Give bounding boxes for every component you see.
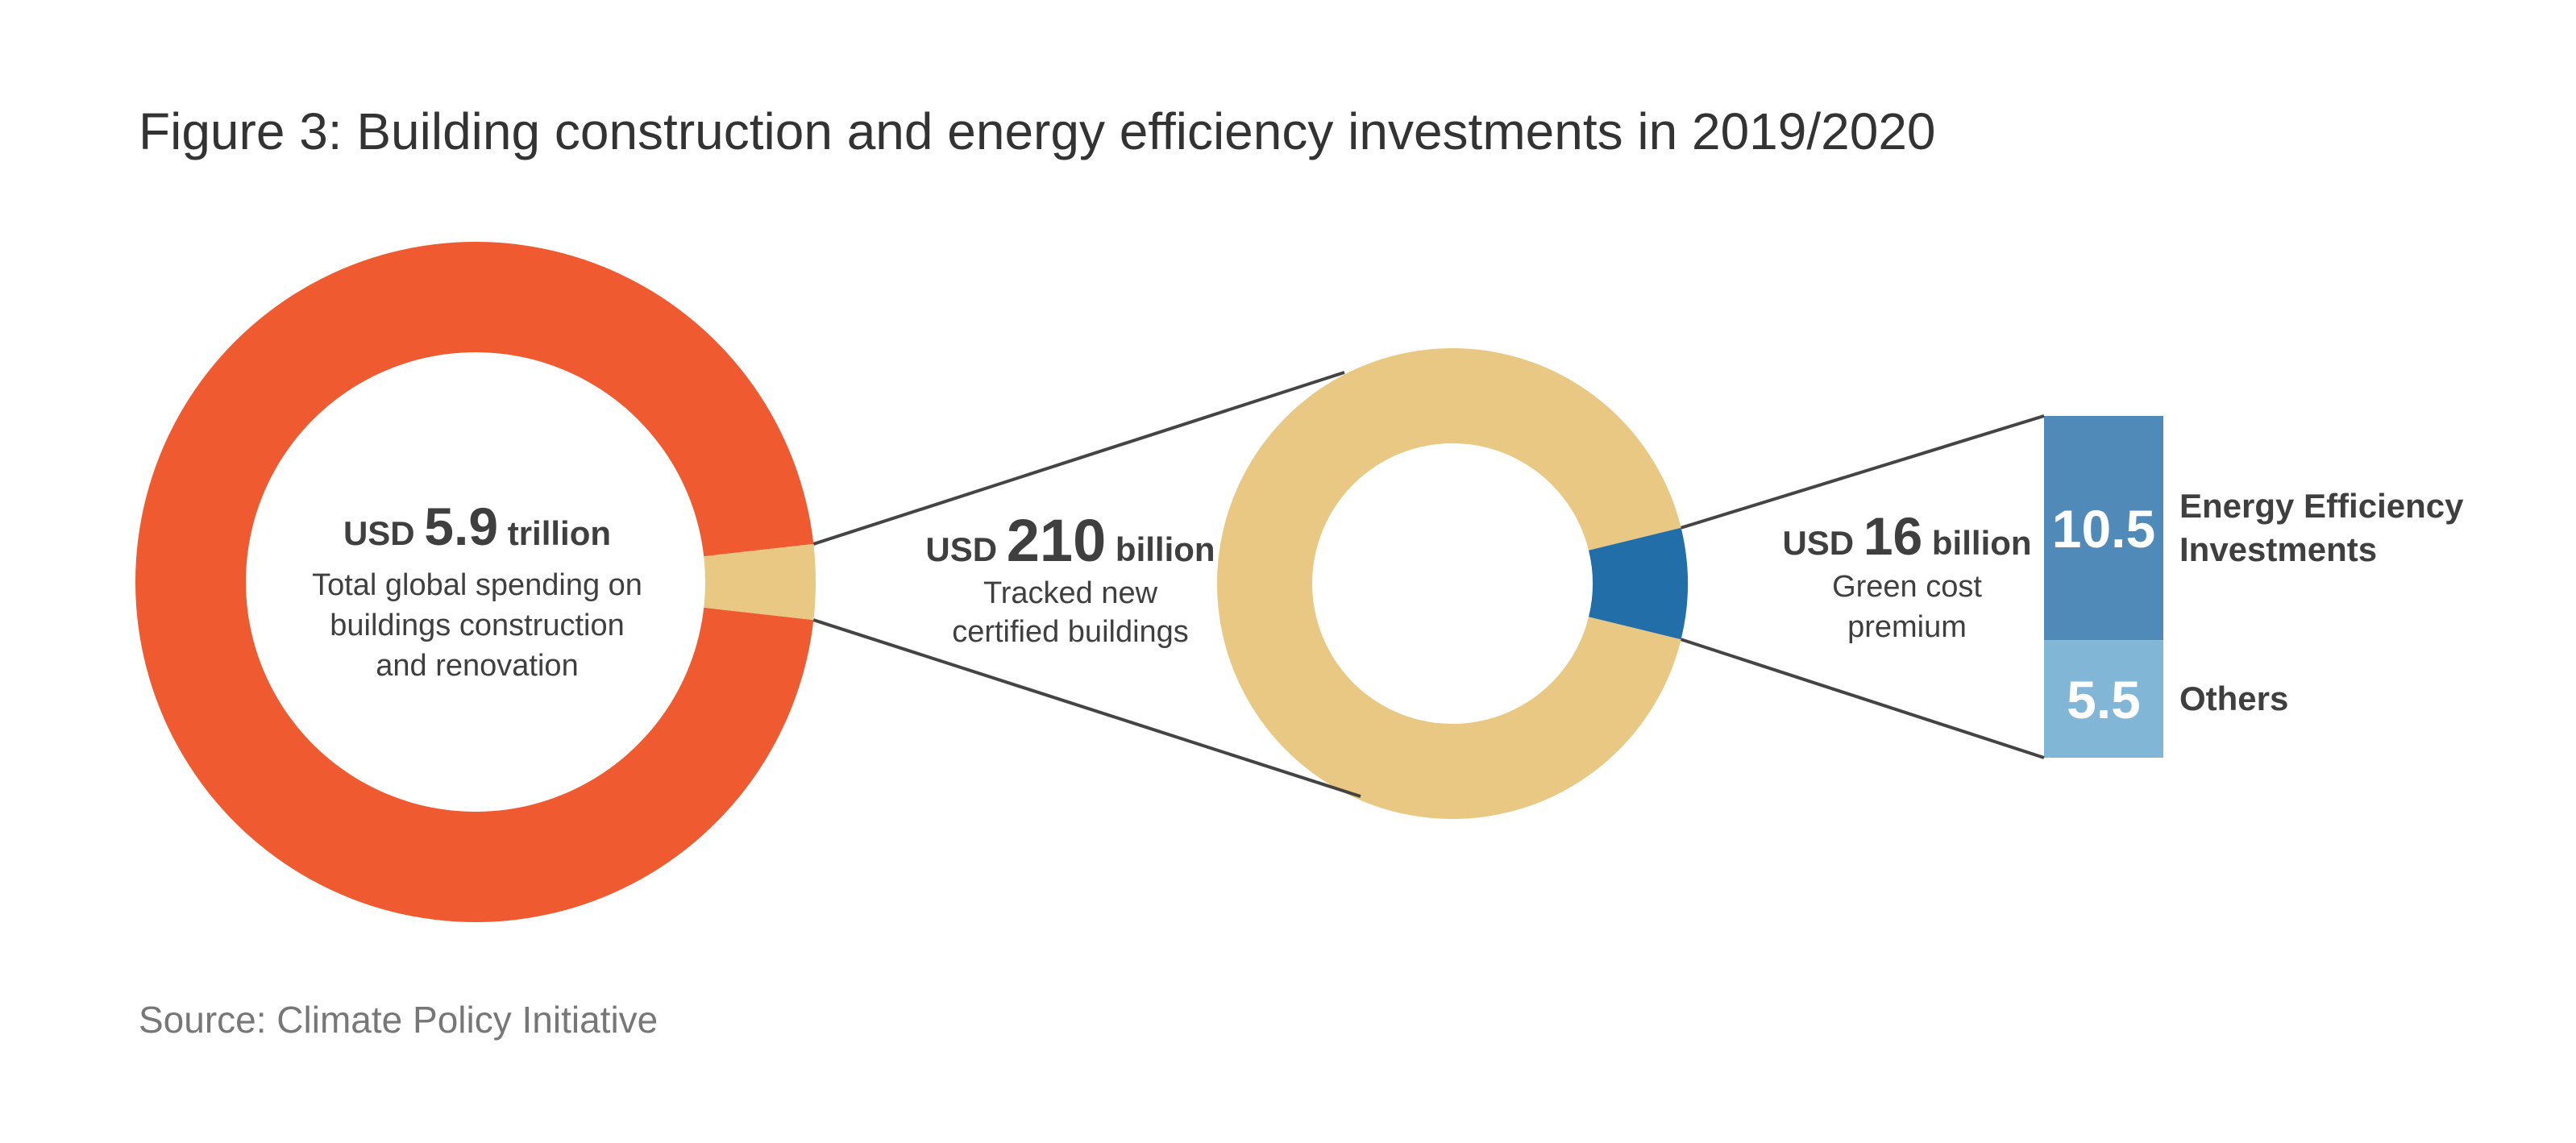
bar-segment-label: Others xyxy=(2179,680,2288,717)
chart-title: Figure 3: Building construction and ener… xyxy=(139,102,1936,160)
donut1-label-desc-line: and renovation xyxy=(376,649,578,683)
donut1-slice-highlight xyxy=(704,543,816,621)
donut1-label-desc-line: buildings construction xyxy=(330,609,624,642)
bar-segment-1 xyxy=(2044,416,2163,641)
bar-label-desc-line: Green cost xyxy=(1832,570,1982,604)
connector-line-upper xyxy=(1681,414,2045,530)
bar-label-desc-line: premium xyxy=(1847,610,1967,644)
bar-value-label: 5.5 xyxy=(2067,670,2141,729)
donut1-slice-main xyxy=(135,242,814,923)
donut1-label-desc-line: Total global spending on xyxy=(312,568,642,602)
donut1-label-amount: USD 5.9 trillion xyxy=(343,497,611,556)
donut2-label-desc-line: certified buildings xyxy=(952,615,1189,649)
connector-line-lower xyxy=(812,618,1361,798)
bar-segment-label: Energy Efficiency xyxy=(2179,487,2464,525)
donut2-label-amount: USD 210 billion xyxy=(925,507,1215,574)
connector-line-lower xyxy=(1681,638,2045,759)
bar-segment-label: Investments xyxy=(2179,530,2377,568)
bar-label-amount: USD 16 billion xyxy=(1782,506,2031,566)
connector-line-upper xyxy=(812,371,1345,546)
bar-value-label: 10.5 xyxy=(2052,499,2155,559)
bar-segment-2 xyxy=(2044,640,2163,758)
donut2-label-desc-line: Tracked new xyxy=(983,576,1158,610)
donut2-slice-highlight xyxy=(1589,527,1688,640)
source-note: Source: Climate Policy Initiative xyxy=(139,999,659,1041)
donut2-slice-main xyxy=(1217,348,1681,820)
